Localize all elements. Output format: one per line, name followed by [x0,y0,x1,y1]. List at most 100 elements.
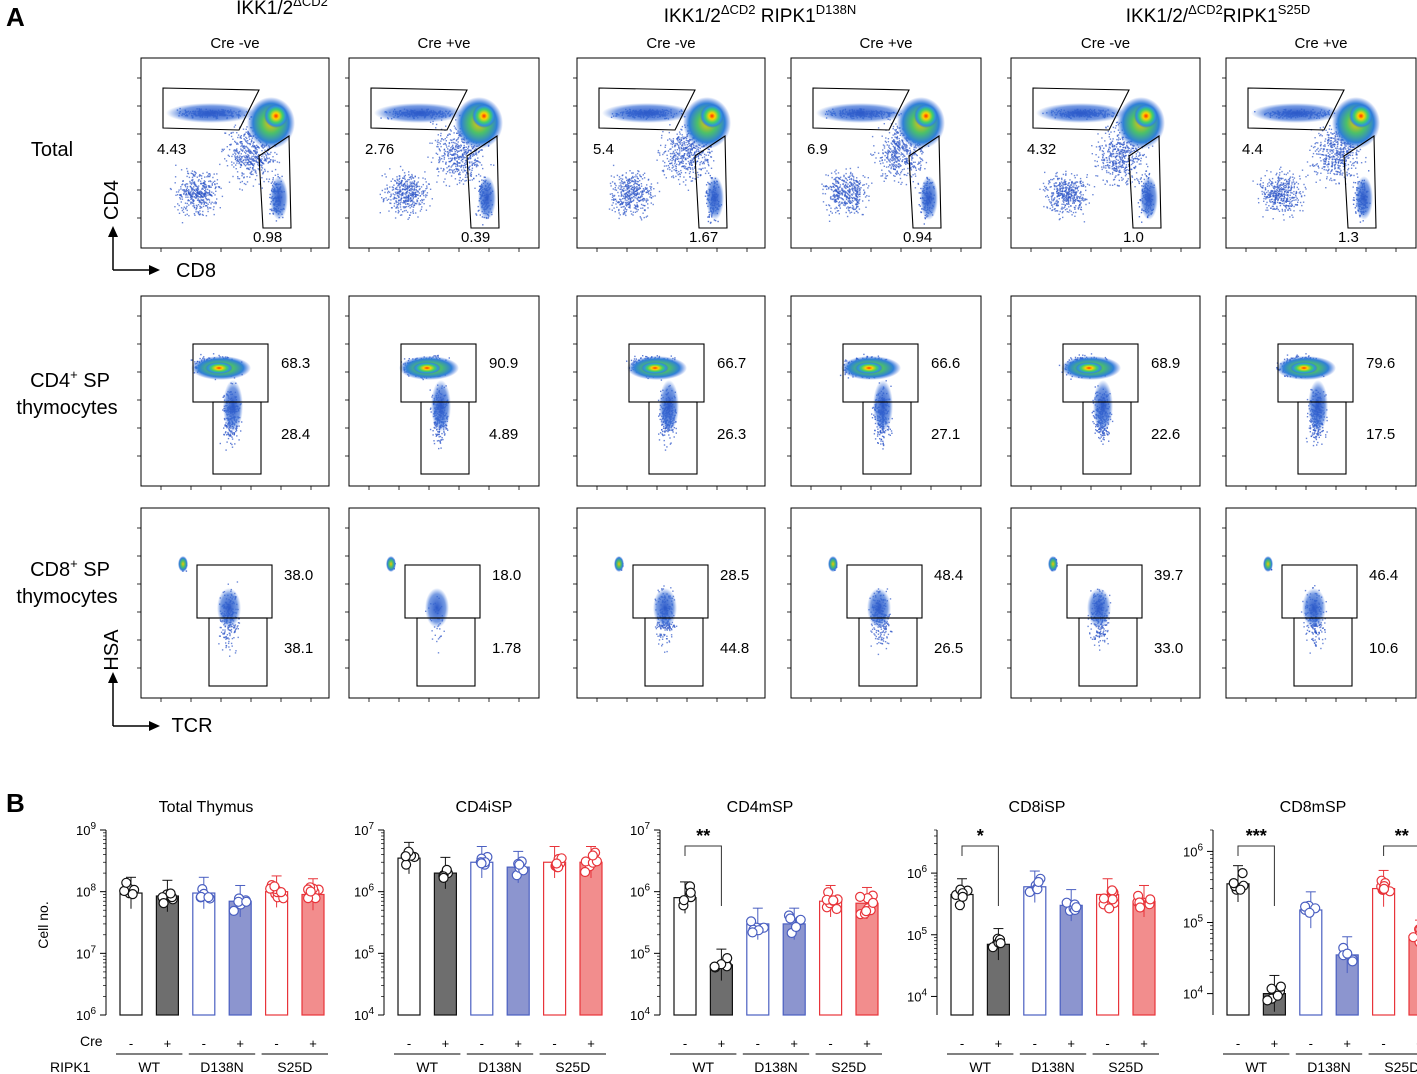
event-dot [222,409,224,411]
event-dot [223,633,225,635]
event-dot [632,200,635,202]
event-dot [243,173,245,175]
event-dot [186,183,189,185]
event-dot [261,155,263,158]
event-dot [429,389,431,391]
event-dot [458,147,460,149]
event-dot [243,138,245,140]
event-dot [631,172,633,174]
event-dot [170,188,172,191]
value-cd8-bottom: 38.1 [284,640,313,657]
event-dot [254,160,257,162]
event-dot [195,211,197,213]
event-dot [447,151,449,153]
event-dot [241,421,243,423]
event-dot [632,211,635,213]
event-dot [446,151,448,153]
event-dot [614,182,616,184]
event-dot [200,206,203,209]
event-dot [636,186,638,188]
event-dot [248,136,250,138]
event-dot [246,163,248,166]
event-dot [197,198,199,200]
event-dot [462,141,464,143]
event-dot [260,169,263,171]
row-label-cd4sp: CD4+ SP [30,367,110,392]
event-dot [620,188,622,190]
event-dot [223,636,225,639]
event-dot [445,161,447,163]
event-dot [426,192,429,194]
event-dot [421,198,423,201]
event-dot [626,179,628,182]
event-dot [237,158,239,161]
event-dot [205,184,207,186]
event-dot [467,157,470,159]
event-dot [241,189,243,191]
event-dot [676,138,678,140]
event-dot [641,190,643,192]
event-dot [431,142,433,144]
event-dot [400,208,402,211]
event-dot [274,151,276,154]
event-dot [230,442,232,445]
event-dot [209,193,212,196]
event-dot [424,178,426,180]
event-dot [195,195,198,198]
event-dot [263,180,265,183]
event-dot [224,425,226,427]
event-dot [265,155,268,157]
event-dot [631,176,633,179]
event-dot [229,431,232,433]
event-dot [231,155,233,158]
event-dot [249,151,251,154]
event-dot [644,204,646,207]
value-cd4-sp-pct: 2.76 [365,141,394,158]
event-dot [452,170,454,172]
event-dot [404,196,406,199]
event-dot [206,202,208,204]
event-dot [225,635,227,638]
event-dot [400,195,403,197]
event-dot [625,202,627,204]
event-dot [411,175,413,177]
event-dot [440,635,442,637]
event-dot [694,166,696,168]
event-dot [399,177,401,179]
event-dot [634,207,637,210]
event-dot [464,164,466,166]
event-dot [235,628,238,630]
event-dot [611,196,614,198]
event-dot [452,144,454,147]
event-dot [243,135,245,137]
event-dot [453,172,455,174]
event-dot [184,191,186,193]
event-dot [408,176,411,179]
event-dot [447,152,450,155]
event-dot [615,184,617,187]
event-dot [245,140,247,142]
event-dot [197,192,199,195]
event-dot [711,150,713,153]
event-dot [642,212,644,214]
event-dot [403,358,406,360]
event-dot [615,189,618,191]
event-dot [620,206,622,208]
event-dot [204,193,206,195]
event-dot [195,196,198,199]
event-dot [234,625,236,627]
event-dot [640,191,642,193]
event-dot [464,156,466,159]
event-dot [632,214,634,216]
event-dot [626,199,628,202]
event-dot [231,432,233,434]
event-dot [250,158,252,161]
event-dot [261,187,263,189]
event-dot [224,636,227,638]
event-dot [687,169,689,171]
event-dot [636,198,638,200]
event-dot [622,195,624,197]
event-dot [631,197,634,199]
event-dot [200,182,202,185]
event-dot [627,178,629,181]
